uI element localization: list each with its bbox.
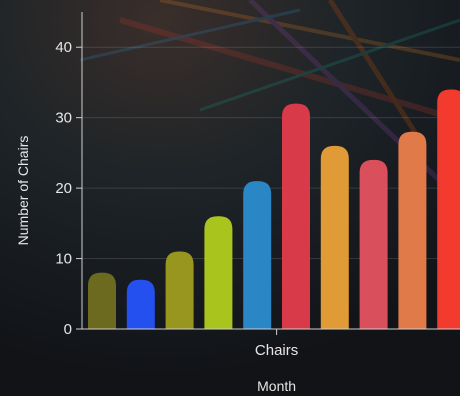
y-tick-label-0: 0 xyxy=(64,321,72,338)
gridlines xyxy=(82,46,460,260)
bar-5 xyxy=(243,181,272,329)
bar-8 xyxy=(359,159,388,329)
y-axis-title: Number of Chairs xyxy=(15,136,31,246)
bar-7 xyxy=(320,145,349,329)
bar-1 xyxy=(88,272,116,329)
x-axis-title: Month xyxy=(257,378,296,394)
bar-9 xyxy=(398,131,427,329)
background-streaks xyxy=(79,0,460,202)
axes: 0 10 20 30 40 xyxy=(55,12,460,338)
bar-2 xyxy=(126,279,155,329)
bar-10 xyxy=(437,89,460,329)
y-tick-label-20: 20 xyxy=(55,180,72,197)
bar-6 xyxy=(282,103,310,329)
y-tick-label-10: 10 xyxy=(55,251,72,268)
y-tick-label-40: 40 xyxy=(55,39,72,56)
bars xyxy=(88,89,460,329)
x-tick-label-chairs: Chairs xyxy=(255,342,298,359)
bar-3 xyxy=(165,251,194,329)
bar-4 xyxy=(204,216,233,329)
y-tick-label-30: 30 xyxy=(55,110,72,127)
